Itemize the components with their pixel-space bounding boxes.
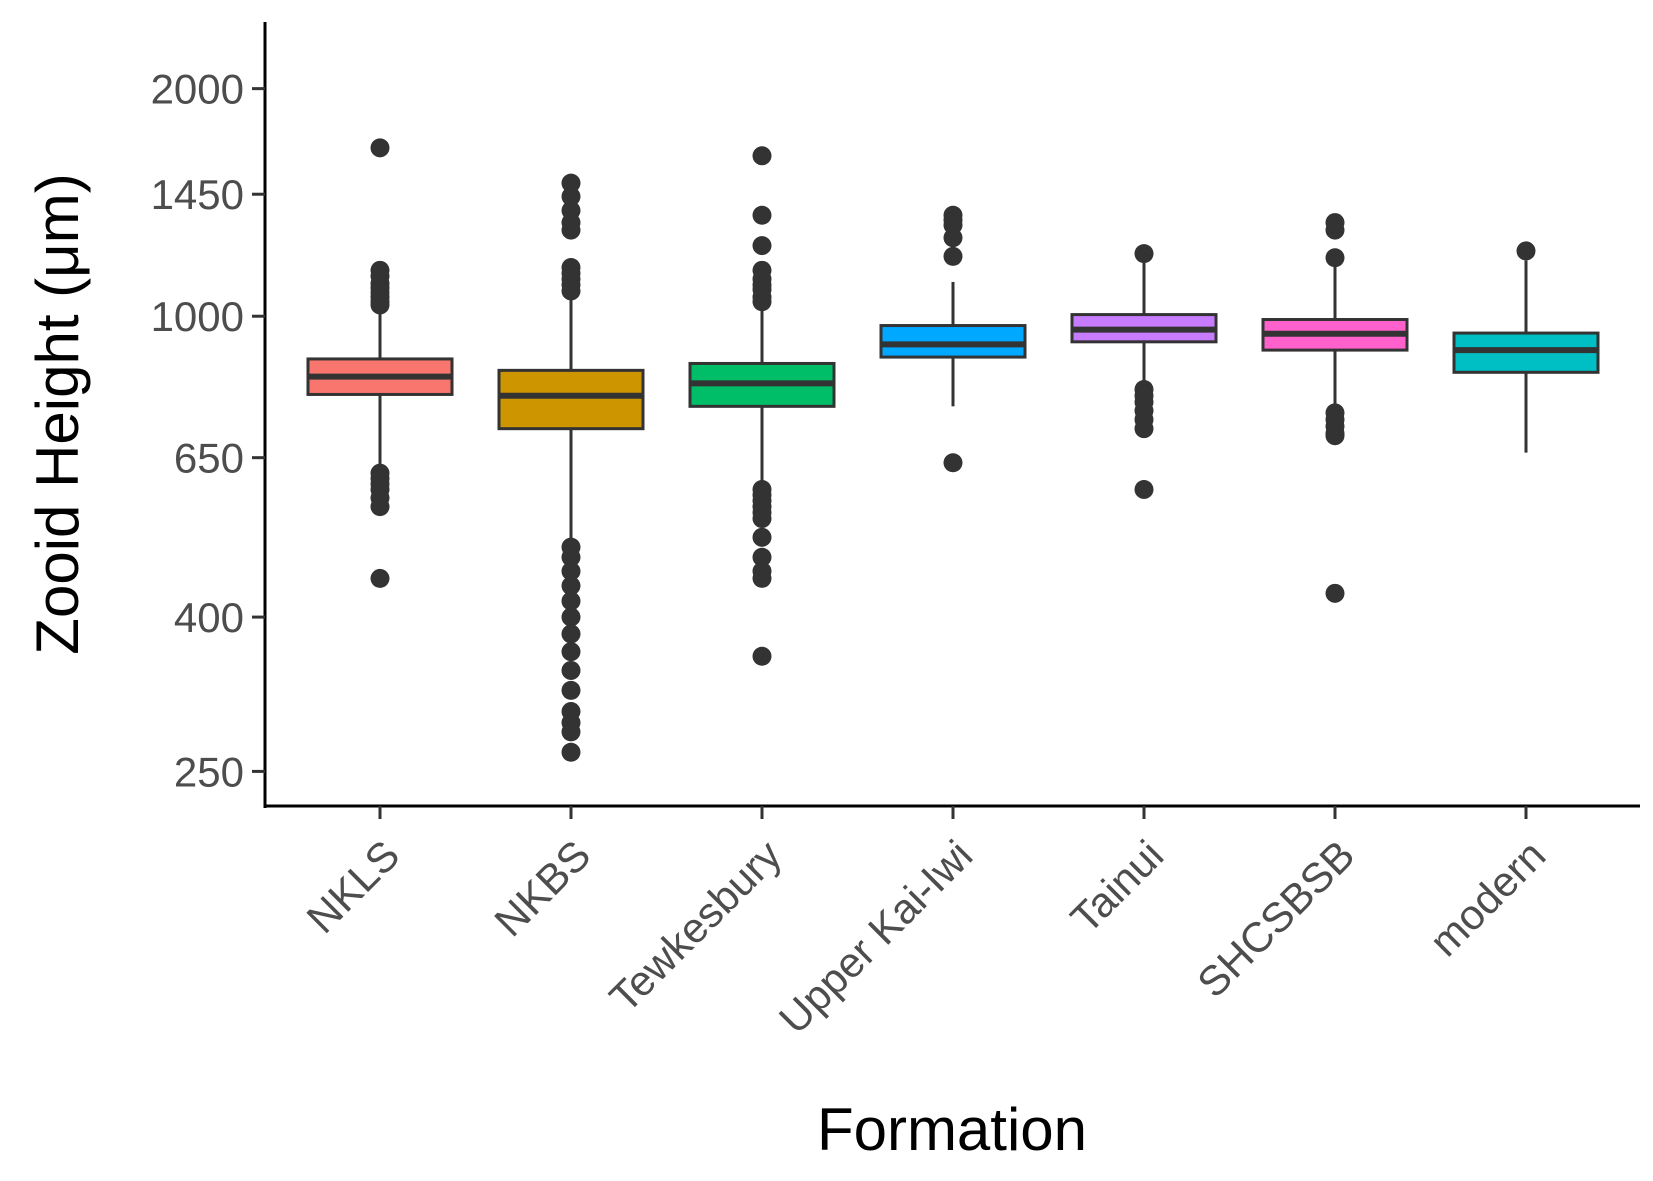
outlier-point: [1325, 426, 1345, 446]
outlier-point: [752, 509, 772, 529]
x-tick-label: SHCSBSB: [1188, 831, 1363, 1006]
box-upper-kai-iwi: [879, 205, 1027, 473]
outlier-point: [370, 138, 390, 158]
y-tick-label: 250: [174, 748, 244, 795]
outlier-point: [943, 453, 963, 473]
outlier-point: [561, 642, 581, 662]
outlier-point: [561, 591, 581, 611]
outlier-point: [561, 561, 581, 581]
outlier-point: [1134, 244, 1154, 264]
y-tick-label: 1450: [151, 171, 244, 218]
outlier-point: [561, 547, 581, 567]
box-modern: [1452, 241, 1600, 453]
box-shcsbsb: [1261, 213, 1409, 603]
outlier-point: [561, 722, 581, 742]
outlier-point: [752, 527, 772, 547]
x-tick-label: Tainui: [1062, 831, 1173, 942]
outlier-point: [1325, 583, 1345, 603]
plot-area: [306, 138, 1600, 762]
outlier-point: [943, 228, 963, 248]
outlier-point: [561, 660, 581, 680]
y-tick-label: 400: [174, 594, 244, 641]
outlier-point: [370, 568, 390, 588]
outlier-point: [370, 497, 390, 517]
outlier-point: [943, 246, 963, 266]
outlier-point: [1325, 220, 1345, 240]
box-nkbs: [497, 173, 645, 762]
box-tewkesbury: [688, 146, 836, 666]
outlier-point: [561, 220, 581, 240]
box-tainui: [1070, 244, 1218, 499]
outlier-point: [370, 295, 390, 315]
y-axis-title: Zooid Height (μm): [24, 173, 91, 654]
outlier-point: [752, 146, 772, 166]
y-tick-label: 2000: [151, 66, 244, 113]
outlier-point: [1134, 419, 1154, 439]
x-tick-label: NKLS: [298, 831, 409, 942]
x-axis-title: Formation: [817, 1096, 1087, 1163]
outlier-point: [1134, 479, 1154, 499]
outlier-point: [752, 547, 772, 567]
y-tick-label: 1000: [151, 293, 244, 340]
outlier-point: [561, 281, 581, 301]
outlier-point: [561, 173, 581, 193]
outlier-point: [561, 680, 581, 700]
x-tick-label: Upper Kai-Iwi: [770, 831, 981, 1042]
y-axis: 250 400 650 1000 1450 2000: [151, 66, 265, 795]
outlier-point: [752, 205, 772, 225]
outlier-point: [752, 236, 772, 256]
x-tick-label: NKBS: [485, 831, 599, 945]
box-nkls: [306, 138, 454, 588]
x-tick-label: modern: [1420, 831, 1554, 965]
outlier-point: [752, 292, 772, 312]
box-body: [497, 368, 645, 431]
outlier-point: [561, 576, 581, 596]
y-tick-label: 650: [174, 435, 244, 482]
outlier-point: [752, 568, 772, 588]
outlier-point: [1325, 248, 1345, 268]
x-tick-label: Tewkesbury: [600, 831, 790, 1021]
outlier-point: [752, 646, 772, 666]
outlier-point: [561, 742, 581, 762]
outlier-point: [561, 607, 581, 627]
outlier-point: [561, 186, 581, 206]
outlier-point: [561, 624, 581, 644]
outlier-point: [1516, 241, 1536, 261]
box-body: [879, 324, 1027, 359]
